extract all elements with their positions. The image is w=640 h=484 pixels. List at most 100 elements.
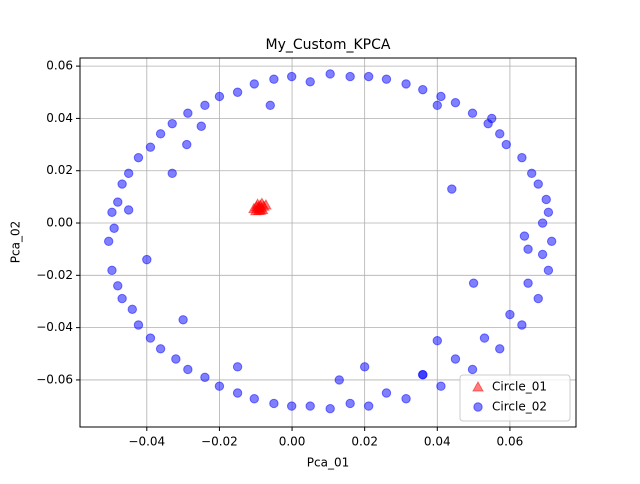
point — [517, 152, 527, 163]
point — [467, 108, 478, 118]
point — [183, 108, 193, 118]
point — [541, 194, 551, 205]
y-tick-label: −0.06 — [36, 372, 73, 386]
point — [232, 87, 243, 97]
point — [345, 71, 355, 82]
legend-box — [459, 374, 571, 422]
point — [155, 344, 166, 354]
point — [519, 231, 530, 241]
point — [232, 362, 243, 372]
point — [501, 139, 511, 150]
legend-marker — [473, 402, 483, 412]
point — [495, 344, 505, 354]
x-tick-label: 0.00 — [279, 435, 306, 449]
point — [123, 168, 134, 179]
point — [523, 244, 533, 254]
point — [133, 320, 144, 330]
x-tick-label: 0.06 — [497, 435, 524, 449]
point — [214, 91, 225, 102]
point — [467, 364, 478, 375]
legend-marker — [472, 380, 484, 392]
point — [196, 121, 206, 131]
x-tick-label: −0.02 — [201, 435, 238, 449]
point — [145, 142, 156, 152]
y-tick-label: 0.06 — [46, 59, 73, 73]
y-tick-label: −0.04 — [36, 320, 73, 334]
point — [117, 293, 127, 304]
point — [142, 254, 152, 265]
point — [305, 77, 315, 87]
point — [182, 139, 192, 150]
point — [249, 394, 259, 404]
point — [517, 320, 527, 330]
point — [232, 388, 243, 398]
point — [334, 375, 344, 385]
point — [345, 398, 355, 409]
point — [286, 71, 297, 82]
point — [401, 394, 411, 404]
point — [546, 236, 557, 247]
x-tick-label: 0.02 — [351, 435, 378, 449]
point — [305, 401, 315, 411]
point — [260, 198, 272, 210]
point — [109, 223, 119, 233]
point — [171, 354, 181, 364]
point — [447, 184, 457, 194]
point — [200, 372, 210, 383]
point — [325, 403, 335, 414]
point — [527, 168, 537, 179]
point — [487, 113, 497, 124]
legend-label: Circle_02 — [492, 400, 547, 414]
point — [543, 207, 554, 217]
point — [325, 69, 335, 79]
point — [533, 179, 543, 189]
point — [505, 309, 515, 320]
point — [479, 333, 490, 343]
point — [113, 197, 123, 207]
point — [418, 369, 428, 380]
point — [123, 205, 134, 215]
point — [436, 91, 446, 102]
point — [450, 354, 461, 364]
point — [436, 381, 446, 391]
point — [107, 207, 117, 217]
point — [495, 129, 505, 139]
point — [269, 74, 279, 84]
point — [450, 98, 461, 108]
point — [523, 278, 533, 288]
point — [432, 100, 442, 111]
y-tick-label: 0.00 — [46, 216, 73, 230]
y-tick-label: −0.02 — [36, 268, 73, 282]
point — [145, 333, 156, 343]
legend-label: Circle_01 — [492, 380, 547, 394]
point — [269, 398, 279, 409]
point — [432, 335, 442, 346]
x-tick-label: 0.04 — [424, 435, 451, 449]
y-tick-label: 0.04 — [46, 111, 73, 125]
point — [265, 100, 275, 111]
point — [103, 236, 114, 247]
point — [167, 168, 177, 179]
point — [214, 381, 225, 391]
point — [401, 79, 411, 89]
point — [533, 293, 543, 304]
x-tick-label: −0.04 — [128, 435, 165, 449]
point — [178, 315, 188, 325]
point — [468, 278, 479, 288]
point — [183, 364, 193, 375]
point — [363, 401, 374, 411]
y-tick-label: 0.02 — [46, 163, 73, 177]
point — [133, 152, 144, 163]
point — [286, 401, 297, 411]
x-axis-label: Pca_01 — [307, 456, 349, 470]
point — [543, 265, 554, 276]
y-axis-label: Pca_02 — [9, 221, 23, 263]
point — [117, 179, 127, 189]
point — [381, 74, 392, 84]
chart-title: My_Custom_KPCA — [266, 37, 391, 53]
point — [252, 201, 265, 212]
point — [200, 100, 210, 111]
point — [155, 129, 166, 139]
plot-frame — [79, 57, 577, 428]
